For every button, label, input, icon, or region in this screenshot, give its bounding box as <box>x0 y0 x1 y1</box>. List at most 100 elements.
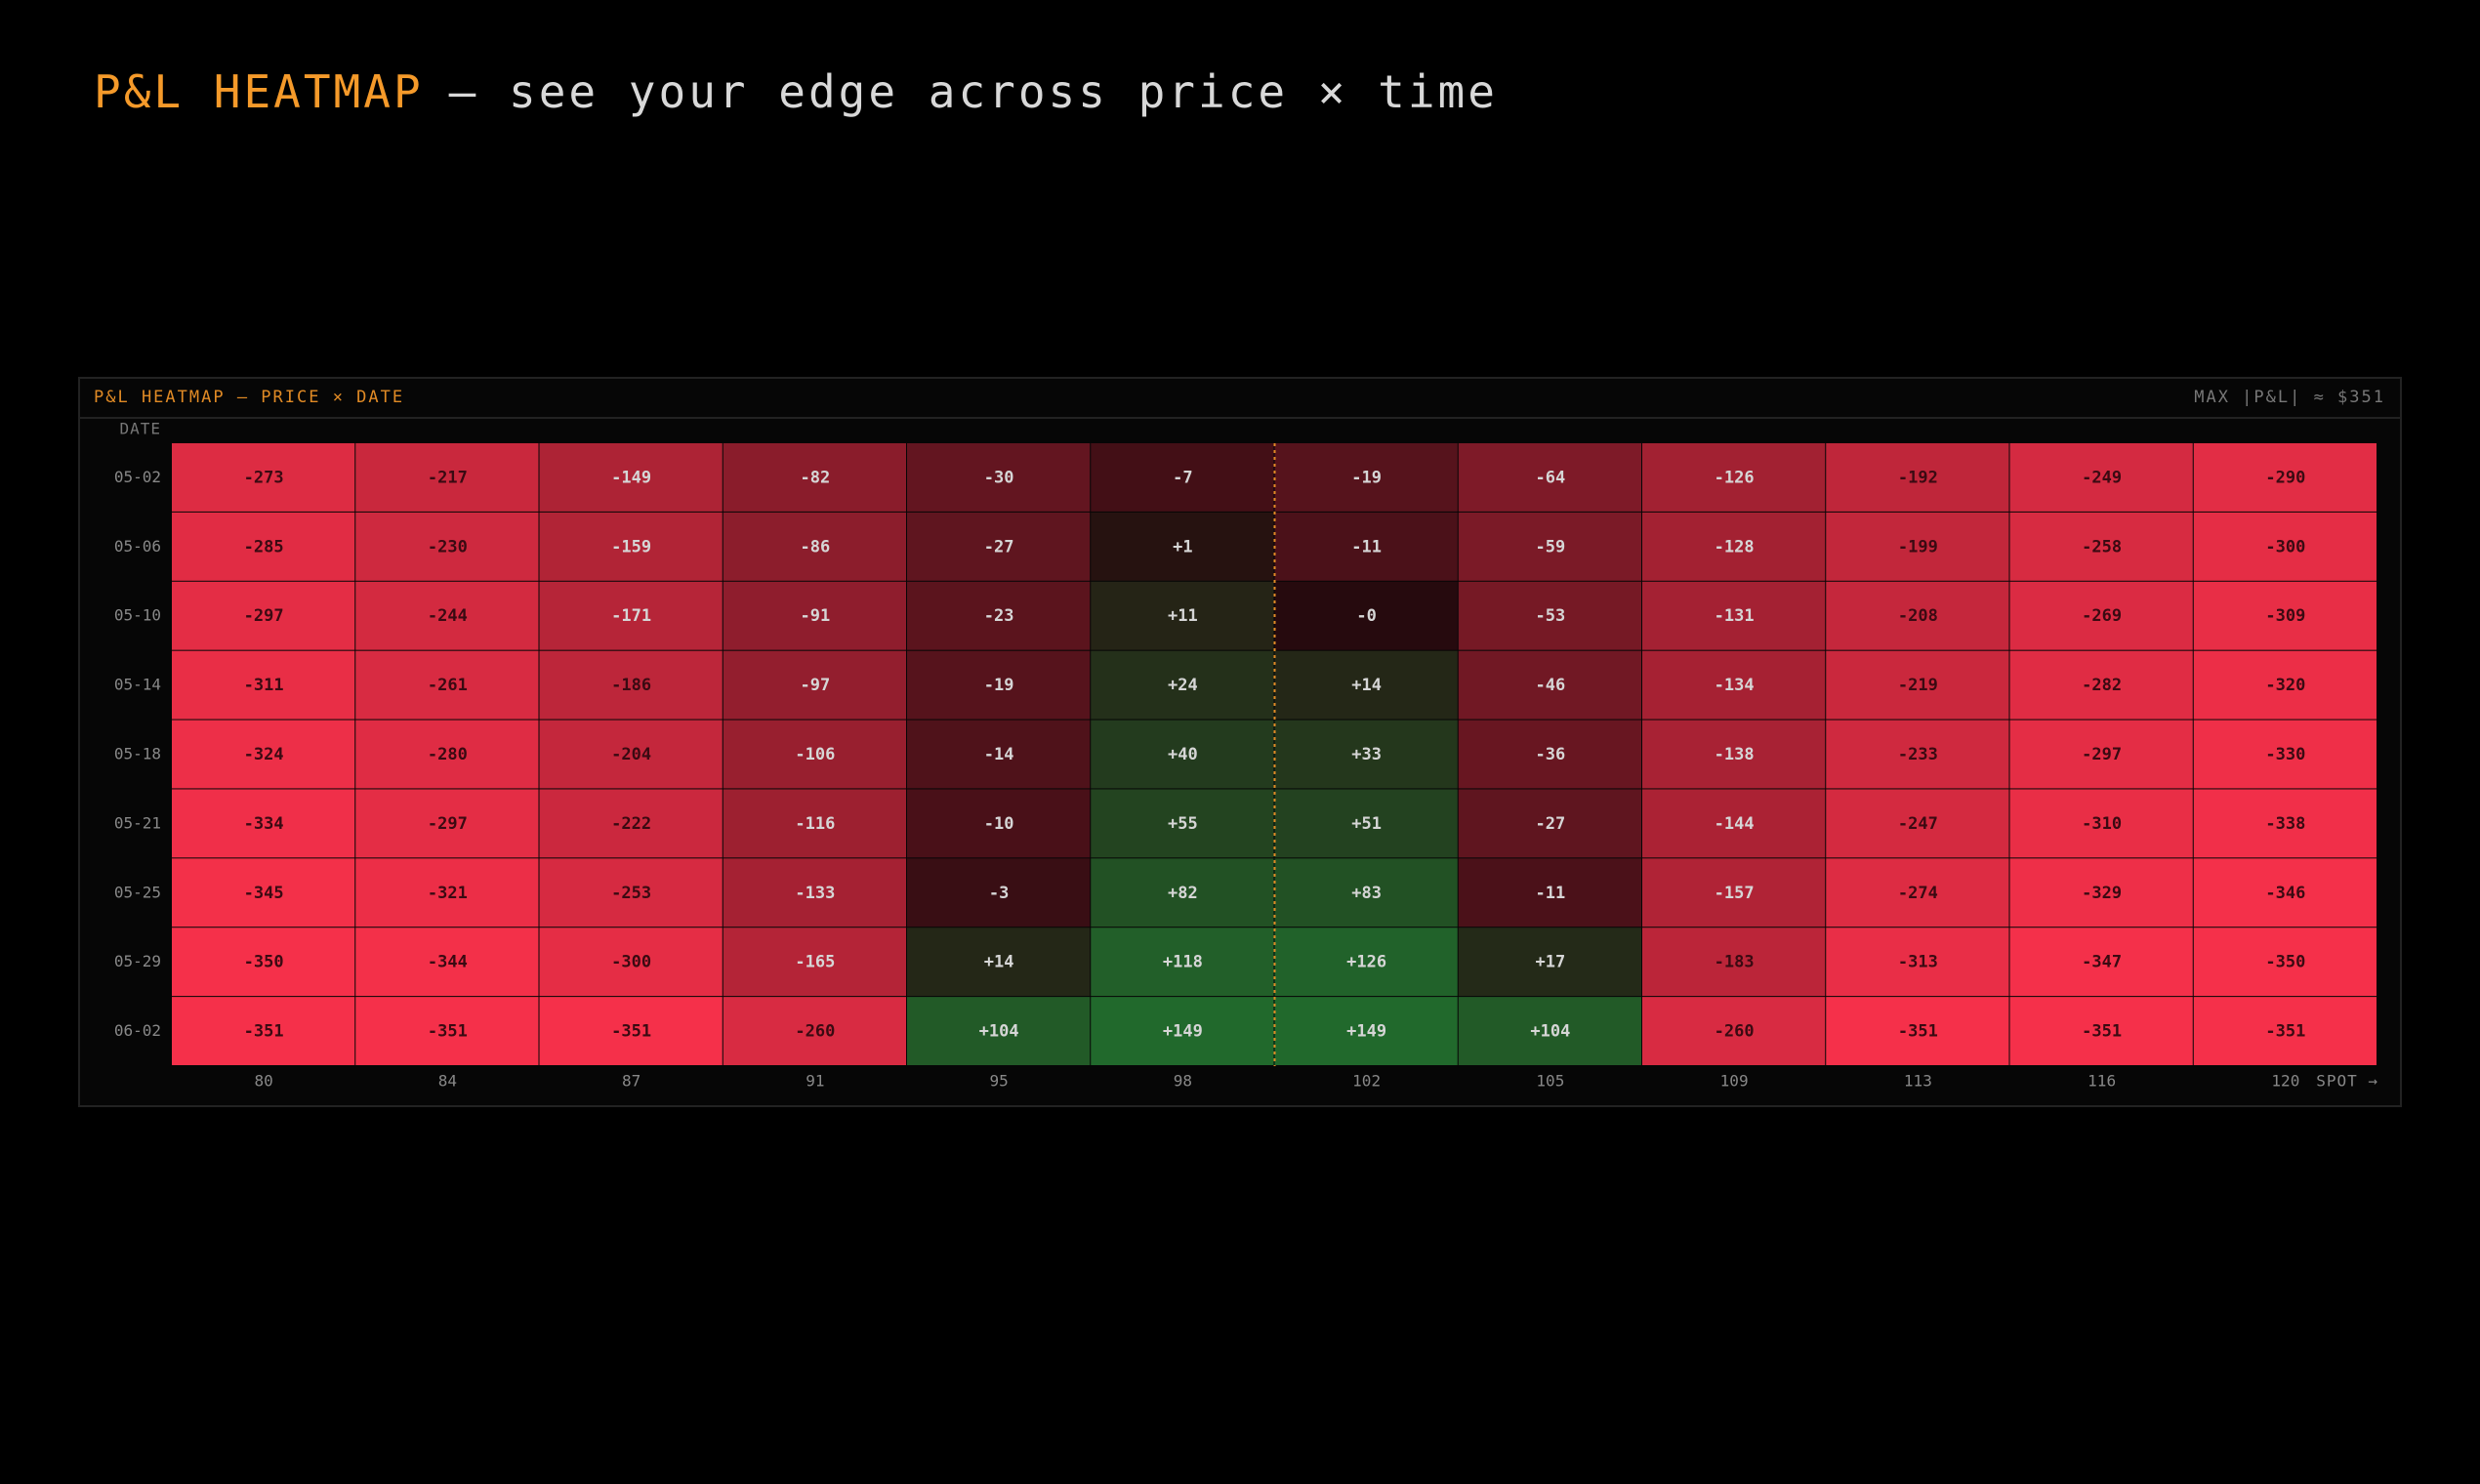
cell-label: +14 <box>984 953 1014 972</box>
heatmap-cell <box>1826 858 2009 928</box>
cell-label: -350 <box>2265 953 2305 972</box>
heatmap-cell <box>907 650 1091 720</box>
cell-label: -86 <box>801 537 831 556</box>
cell-label: -334 <box>244 814 284 834</box>
cell-label: +40 <box>1168 745 1198 764</box>
heatmap-cell <box>1274 581 1458 650</box>
heatmap-cell <box>907 512 1091 581</box>
heatmap-cell <box>1091 581 1274 650</box>
cell-label: -253 <box>611 884 651 903</box>
cell-label: -297 <box>244 606 284 626</box>
heatmap-cell <box>1826 789 2009 858</box>
cell-label: -159 <box>611 537 651 556</box>
cell-label: -11 <box>1351 537 1382 556</box>
heatmap-cell <box>1458 789 1641 858</box>
heatmap-cell <box>1826 997 2009 1065</box>
cell-label: -199 <box>1898 537 1938 556</box>
heatmap-cell <box>2193 928 2377 997</box>
heatmap-cell <box>2009 928 2193 997</box>
cell-label: +149 <box>1163 1022 1203 1042</box>
heatmap-cell <box>355 928 539 997</box>
heatmap-cell <box>2009 650 2193 720</box>
heatmap-cell <box>1274 443 1458 512</box>
cell-label: -273 <box>244 468 284 487</box>
heatmap-cell <box>723 512 906 581</box>
cell-label: +11 <box>1168 606 1198 626</box>
heatmap-cell <box>1274 720 1458 789</box>
cell-label: -344 <box>428 953 468 972</box>
heatmap-cell <box>355 789 539 858</box>
cell-label: -219 <box>1898 676 1938 695</box>
cell-label: -208 <box>1898 606 1938 626</box>
heatmap-cell <box>1274 858 1458 928</box>
heatmap-cell <box>2193 858 2377 928</box>
cell-label: -204 <box>611 745 651 764</box>
cell-label: -347 <box>2082 953 2122 972</box>
heatmap-cell <box>1458 650 1641 720</box>
cell-label: -258 <box>2082 537 2122 556</box>
heatmap-cell <box>723 650 906 720</box>
cell-label: -329 <box>2082 884 2122 903</box>
cell-label: -19 <box>984 676 1014 695</box>
heatmap-cell <box>723 928 906 997</box>
heatmap-cell <box>1642 928 1826 997</box>
y-axis-label: DATE <box>119 420 161 438</box>
heatmap-cell <box>1091 858 1274 928</box>
cell-label: -297 <box>2082 745 2122 764</box>
heatmap-cell <box>539 858 723 928</box>
heatmap-cell <box>172 720 355 789</box>
cell-label: +126 <box>1346 953 1386 972</box>
heatmap-cell <box>355 997 539 1065</box>
x-tick-label: 113 <box>1904 1072 1932 1091</box>
x-axis-label: SPOT → <box>2316 1072 2378 1091</box>
cell-label: -290 <box>2265 468 2305 487</box>
heatmap-cell <box>172 443 355 512</box>
heatmap-cell <box>1826 650 2009 720</box>
cell-label: -330 <box>2265 745 2305 764</box>
cell-label: -53 <box>1536 606 1566 626</box>
cell-label: +118 <box>1163 953 1203 972</box>
cell-label: -260 <box>1715 1022 1755 1042</box>
cell-label: +24 <box>1168 676 1198 695</box>
heatmap-cell <box>2009 720 2193 789</box>
cell-label: -186 <box>611 676 651 695</box>
cell-label: -249 <box>2082 468 2122 487</box>
y-tick-label: 05-29 <box>114 952 161 970</box>
cell-label: -260 <box>795 1022 835 1042</box>
cell-label: -285 <box>244 537 284 556</box>
heatmap-cell <box>172 858 355 928</box>
cell-label: +149 <box>1346 1022 1386 1042</box>
cell-label: -27 <box>984 537 1014 556</box>
y-tick-label: 05-18 <box>114 745 161 763</box>
cell-label: -313 <box>1898 953 1938 972</box>
heatmap-cell <box>1091 650 1274 720</box>
heatmap-cell <box>1274 789 1458 858</box>
cell-label: -30 <box>984 468 1014 487</box>
heatmap-cell <box>172 928 355 997</box>
cell-label: -261 <box>428 676 468 695</box>
cell-label: -46 <box>1536 676 1566 695</box>
heatmap-cell <box>907 928 1091 997</box>
cell-label: -106 <box>795 745 835 764</box>
heatmap-cell <box>355 581 539 650</box>
cell-label: -19 <box>1351 468 1382 487</box>
heatmap-cell <box>1458 443 1641 512</box>
heatmap-cell <box>1458 997 1641 1065</box>
heatmap-cell <box>907 858 1091 928</box>
heatmap-cell <box>723 581 906 650</box>
x-tick-label: 87 <box>622 1072 641 1091</box>
heatmap-cell <box>1274 512 1458 581</box>
cell-label: -91 <box>801 606 831 626</box>
cell-label: -309 <box>2265 606 2305 626</box>
cell-label: -138 <box>1715 745 1755 764</box>
cell-label: -300 <box>611 953 651 972</box>
cell-label: -149 <box>611 468 651 487</box>
cell-label: -192 <box>1898 468 1938 487</box>
heatmap-cell <box>539 650 723 720</box>
heatmap-cell <box>539 443 723 512</box>
cell-label: -59 <box>1536 537 1566 556</box>
cell-label: -7 <box>1173 468 1192 487</box>
x-tick-label: 84 <box>438 1072 457 1091</box>
